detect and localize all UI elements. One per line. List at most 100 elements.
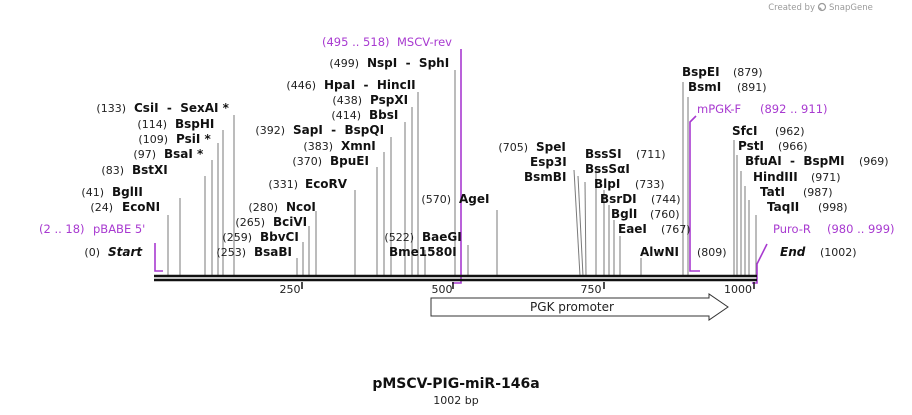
site-agei[interactable]: AgeI: [459, 192, 489, 206]
pgk-promoter-feature[interactable]: [430, 293, 729, 321]
start-label: Start: [108, 245, 143, 259]
primer-label-mpgk-f[interactable]: mPGK-F: [697, 102, 741, 116]
site-sfci[interactable]: SfcI: [732, 124, 757, 138]
site-pos-spei: (705): [498, 141, 528, 154]
end-label: End: [780, 245, 806, 259]
end-pos: (1002): [820, 246, 857, 259]
site-pos-bsrdi: (744): [651, 193, 681, 206]
primer-label-mscv-rev[interactable]: MSCV-rev: [397, 35, 452, 49]
site-bfuai-bspmi[interactable]: BfuAI - BspMI: [745, 154, 845, 168]
site-bsabi[interactable]: BsaBI: [254, 245, 292, 259]
map-length: 1002 bp: [433, 394, 478, 407]
site-bme1580i[interactable]: Bme1580I: [389, 245, 457, 259]
site-bsmi[interactable]: BsmI: [688, 80, 721, 94]
site-bsphi[interactable]: BspHI: [175, 117, 214, 131]
site-leader-lines-right: [573, 82, 757, 277]
tick-label-750: 750: [581, 283, 602, 296]
site-leader-lines: [167, 70, 498, 276]
site-esp3i[interactable]: Esp3I: [530, 155, 567, 169]
axis-ticks: [301, 282, 755, 289]
site-pos-nspi: (499): [329, 57, 359, 70]
site-psii[interactable]: PsiI *: [176, 132, 211, 146]
site-blpi[interactable]: BlpI: [594, 177, 620, 191]
site-baegi[interactable]: BaeGI: [422, 230, 462, 244]
site-sapi-bspqi[interactable]: SapI - BspQI: [293, 123, 384, 137]
site-pos-tati: (987): [803, 186, 833, 199]
site-bglii[interactable]: BglII: [112, 185, 143, 199]
site-bsssi[interactable]: BssSI: [585, 147, 622, 161]
site-bsmbi[interactable]: BsmBI: [524, 170, 566, 184]
site-ecorv[interactable]: EcoRV: [305, 177, 348, 191]
site-pos-psti: (966): [778, 140, 808, 153]
site-spei[interactable]: SpeI: [536, 140, 566, 154]
primer-marker-mpgk-f: [689, 115, 700, 272]
primer-label-pbabe[interactable]: pBABE 5': [93, 222, 145, 236]
site-tati[interactable]: TatI: [760, 185, 785, 199]
primer-range-pbabe: (2 .. 18): [39, 222, 85, 236]
site-pos-bspei: (879): [733, 66, 763, 79]
site-hindiii[interactable]: HindIII: [753, 170, 798, 184]
site-pos-ncoi: (280): [248, 201, 278, 214]
site-pos-taqii: (998): [818, 201, 848, 214]
site-eaei[interactable]: EaeI: [618, 222, 647, 236]
site-pos-bstxi: (83): [101, 164, 124, 177]
site-bcivi[interactable]: BciVI: [273, 215, 307, 229]
primer-label-puro-r[interactable]: Puro-R: [773, 222, 811, 236]
site-pos-bgli: (760): [650, 208, 680, 221]
site-pos-alwni: (809): [697, 246, 727, 259]
site-pos-baegi: (522): [384, 231, 414, 244]
site-bbvci[interactable]: BbvCI: [260, 230, 299, 244]
site-pos-blpi: (733): [635, 178, 665, 191]
feature-label-pgk-promoter: PGK promoter: [530, 300, 614, 314]
primer-range-mpgk-f: (892 .. 911): [760, 102, 828, 116]
site-bsssai[interactable]: BssSαI: [585, 162, 630, 176]
primer-range-mscv-rev: (495 .. 518): [322, 35, 390, 49]
start-pos: (0): [84, 246, 100, 259]
credit-text: Created by: [768, 3, 815, 13]
site-pspxi[interactable]: PspXI: [370, 93, 408, 107]
primer-marker-pbabe: [154, 243, 163, 272]
site-pos-eaei: (767): [661, 223, 691, 236]
site-ncoi[interactable]: NcoI: [286, 200, 316, 214]
site-pos-bsphi: (114): [137, 118, 167, 131]
site-csii-sexai[interactable]: CsiI - SexAI *: [134, 101, 230, 115]
site-bspei[interactable]: BspEI: [682, 65, 720, 79]
site-pos-bcivi: (265): [235, 216, 265, 229]
primer-marker-mscv-rev: [452, 49, 462, 284]
tick-label-500: 500: [432, 283, 453, 296]
site-nspi-sphi[interactable]: NspI - SphI: [367, 56, 449, 70]
site-bsrdi[interactable]: BsrDI: [600, 192, 637, 206]
site-pos-sfci: (962): [775, 125, 805, 138]
site-pos-bfuai: (969): [859, 155, 889, 168]
sequence-backbone: [154, 274, 757, 282]
credit-brand: SnapGene: [829, 3, 873, 13]
site-hpai-hincii[interactable]: HpaI - HincII: [324, 78, 416, 92]
site-taqii[interactable]: TaqII: [767, 200, 799, 214]
site-bsai[interactable]: BsaI *: [164, 147, 204, 161]
site-pos-bsabi: (253): [216, 246, 246, 259]
site-psti[interactable]: PstI: [738, 139, 764, 153]
tick-label-250: 250: [280, 283, 301, 296]
site-pos-bbvci: (259): [222, 231, 252, 244]
site-xmni[interactable]: XmnI: [341, 139, 376, 153]
site-pos-csii: (133): [96, 102, 126, 115]
site-pos-bbsi: (414): [331, 109, 361, 122]
site-bstxi[interactable]: BstXI: [132, 163, 168, 177]
site-pos-bglii: (41): [81, 186, 104, 199]
site-pos-bsmi: (891): [737, 81, 767, 94]
site-pos-econi: (24): [90, 201, 113, 214]
site-pos-hindiii: (971): [811, 171, 841, 184]
site-pos-xmni: (383): [303, 140, 333, 153]
site-alwni[interactable]: AlwNI: [640, 245, 679, 259]
site-bpuei[interactable]: BpuEI: [330, 154, 369, 168]
snapgene-logo-icon: [817, 2, 827, 12]
site-pos-bsssi: (711): [636, 148, 666, 161]
site-econi[interactable]: EcoNI: [122, 200, 160, 214]
site-pos-bsai: (97): [133, 148, 156, 161]
site-bgli[interactable]: BglI: [611, 207, 637, 221]
site-bbsi[interactable]: BbsI: [369, 108, 398, 122]
site-pos-hpai: (446): [286, 79, 316, 92]
primer-range-puro-r: (980 .. 999): [827, 222, 895, 236]
tick-label-1000: 1000: [724, 283, 752, 296]
